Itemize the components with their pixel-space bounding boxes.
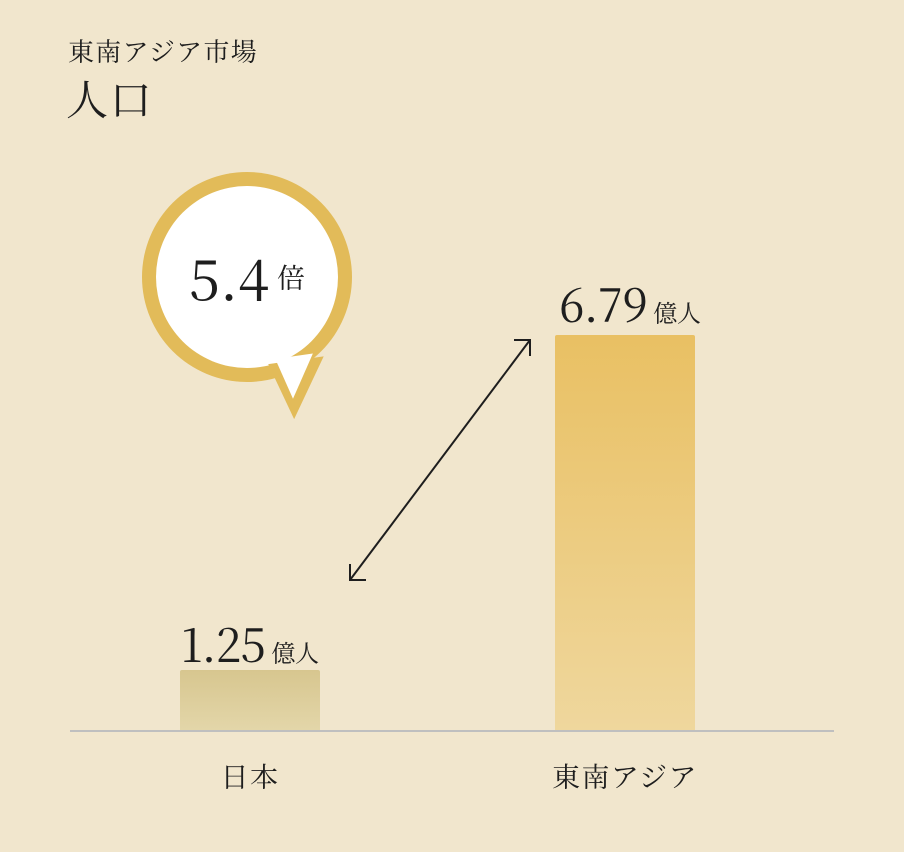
- comparison-arrow-icon: [330, 320, 550, 600]
- chart-title: 人口: [66, 68, 153, 128]
- value-label-japan: 1.25億人: [120, 610, 380, 676]
- x-label-japan: 日本: [150, 756, 350, 796]
- chart-subtitle: 東南アジア市場: [68, 32, 258, 69]
- callout-unit: 倍: [277, 257, 305, 297]
- bar-southeast-asia: [555, 335, 695, 730]
- x-label-southeast-asia: 東南アジア: [525, 756, 725, 796]
- value-number: 6.79: [559, 270, 647, 336]
- multiplier-callout: 5.4 倍: [142, 172, 352, 382]
- bar-japan: [180, 670, 320, 730]
- callout-inner: 5.4 倍: [156, 186, 338, 368]
- value-unit: 億人: [271, 634, 319, 669]
- value-number: 1.25: [181, 610, 265, 676]
- x-axis: [70, 730, 834, 732]
- value-unit: 億人: [653, 294, 701, 329]
- callout-number: 5.4: [189, 237, 269, 317]
